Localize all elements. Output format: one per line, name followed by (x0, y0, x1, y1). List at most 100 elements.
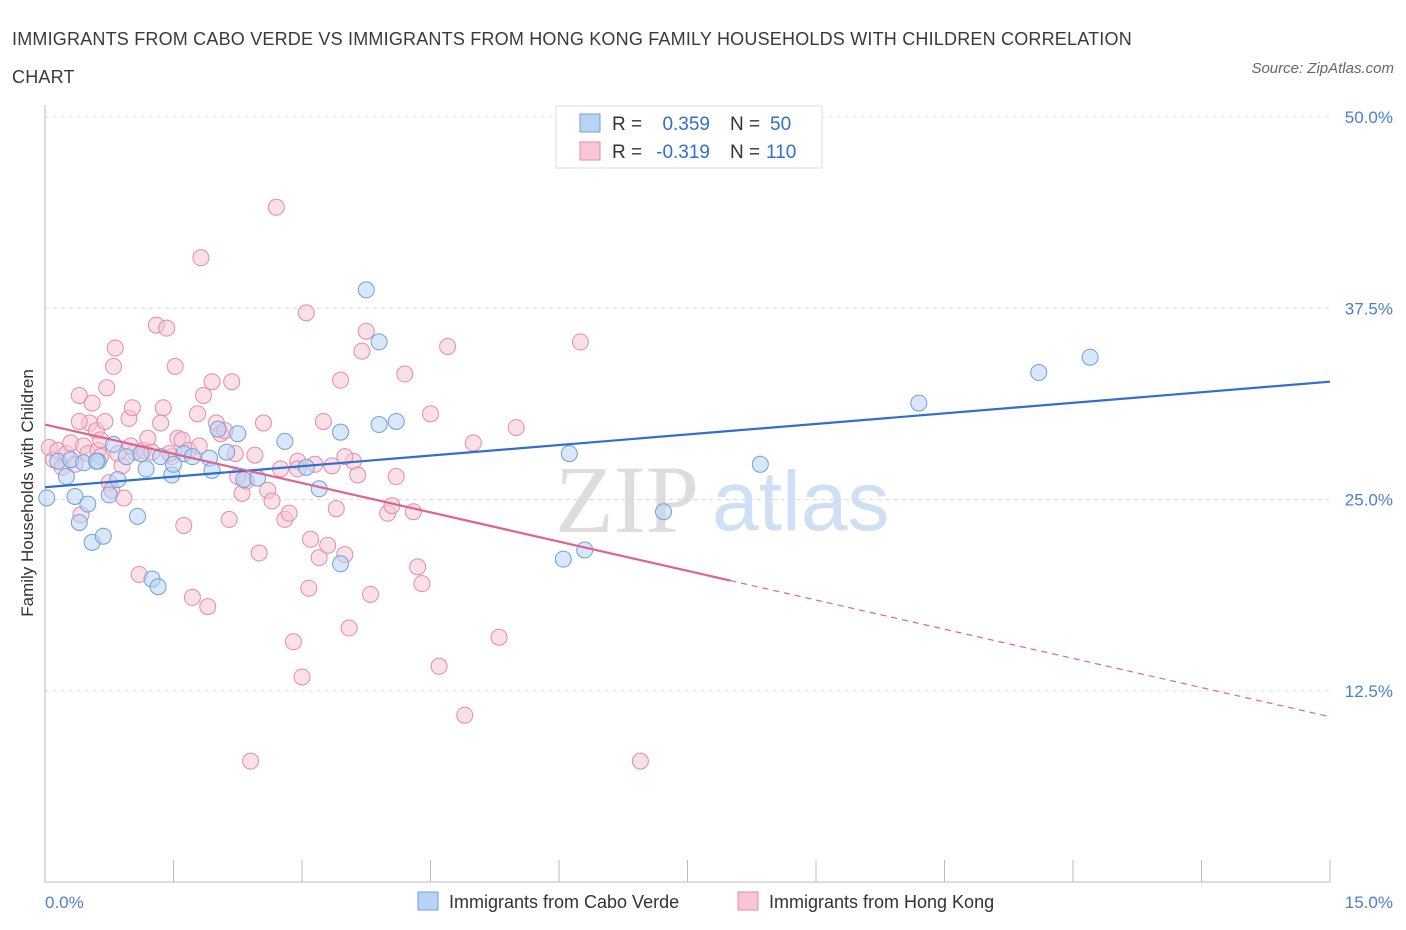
cabo-verde-point-45 (910, 394, 928, 412)
hong-kong-point-85 (362, 585, 380, 603)
cabo-verde-point-40 (554, 550, 572, 568)
y-tick-label-0: 12.5% (1345, 682, 1393, 701)
x-tick-label-1: 15.0% (1345, 893, 1393, 912)
hong-kong-point-58 (250, 544, 268, 562)
cabo-verde-point-49 (165, 455, 182, 473)
hong-kong-point-97 (464, 434, 482, 452)
cabo-verde-point-43 (655, 503, 673, 521)
legend-n-label-cabo-verde: N = (730, 114, 760, 135)
watermark-atlas: atlas (712, 454, 889, 548)
hong-kong-point-24 (115, 489, 133, 507)
hong-kong-point-12 (83, 394, 101, 412)
legend-n-value-cabo-verde: 50 (770, 114, 791, 135)
legend-r-label-hong-kong: R = (612, 142, 642, 163)
cabo-verde-point-38 (370, 416, 388, 434)
legend-n-label-hong-kong: N = (730, 142, 760, 163)
hong-kong-point-99 (507, 419, 525, 437)
hong-kong-point-78 (332, 371, 350, 389)
hong-kong-point-80 (340, 619, 358, 637)
cabo-verde-point-36 (357, 281, 375, 299)
y-tick-label-3: 50.0% (1345, 108, 1393, 127)
cabo-verde-point-47 (1081, 348, 1099, 366)
hong-kong-point-89 (396, 365, 414, 383)
y-tick-labels: 12.5% 25.0% 37.5% 50.0% (1345, 108, 1393, 701)
watermark: ZIP atlas (555, 446, 889, 553)
hong-kong-point-82 (349, 466, 367, 484)
legend-swatch-hong-kong (579, 141, 601, 161)
hong-kong-point-59 (254, 414, 272, 432)
bottom-legend-label-cabo-verde: Immigrants from Cabo Verde (449, 892, 679, 912)
cabo-verde-point-13 (109, 471, 127, 489)
cabo-verde-point-14 (117, 448, 135, 466)
legend-n-value-hong-kong: 110 (766, 142, 796, 163)
chart-title: IMMIGRANTS FROM CABO VERDE VS IMMIGRANTS… (12, 29, 1132, 87)
hong-kong-point-34 (154, 399, 172, 417)
hong-kong-point-83 (353, 342, 371, 360)
hong-kong-point-94 (430, 657, 448, 675)
cabo-verde-point-44 (751, 455, 769, 473)
bottom-legend-swatch-cabo-verde (417, 891, 439, 911)
hong-kong-point-17 (98, 379, 116, 397)
cabo-verde-point-5 (70, 513, 88, 531)
cabo-verde-point-2 (57, 468, 75, 486)
hong-kong-trend-extension (730, 580, 1331, 718)
hong-kong-point-42 (183, 588, 201, 606)
cabo-verde-point-34 (332, 423, 350, 441)
stats-legend: R = 0.359 N = 50 R = -0.319 N = 110 (555, 105, 823, 169)
cabo-verde-point-41 (560, 445, 578, 463)
watermark-zip: ZIP (555, 446, 699, 553)
hong-kong-point-46 (199, 598, 217, 616)
cabo-verde-point-27 (218, 443, 236, 461)
cabo-verde-point-46 (1030, 364, 1048, 382)
hong-kong-point-73 (310, 549, 328, 567)
hong-kong-point-95 (439, 338, 457, 355)
hong-kong-point-70 (300, 579, 318, 597)
hong-kong-point-101 (631, 752, 649, 770)
cabo-verde-point-48 (87, 452, 105, 470)
hong-kong-point-45 (194, 386, 212, 404)
hong-kong-point-98 (490, 628, 508, 646)
legend-r-label-cabo-verde: R = (612, 114, 642, 135)
x-tick-labels: 0.0% 15.0% (45, 893, 1393, 912)
cabo-verde-point-7 (79, 495, 97, 513)
y-tick-label-1: 25.0% (1345, 491, 1393, 510)
hong-kong-point-84 (357, 322, 375, 340)
hong-kong-point-26 (123, 399, 141, 417)
hong-kong-point-37 (166, 357, 184, 375)
x-axis-ticks (44, 860, 1331, 882)
cabo-verde-point-42 (576, 541, 594, 559)
hong-kong-point-51 (220, 510, 238, 528)
cabo-verde-point-17 (137, 460, 155, 478)
trend-lines (44, 380, 1331, 718)
hong-kong-point-62 (267, 198, 285, 216)
source-label: Source: ZipAtlas.com (1251, 60, 1394, 77)
hong-kong-point-75 (319, 536, 337, 554)
hong-kong-point-52 (223, 373, 241, 391)
cabo-verde-point-37 (370, 333, 388, 351)
hong-kong-point-21 (106, 339, 124, 357)
hong-kong-point-76 (323, 457, 341, 475)
cabo-verde-point-19 (149, 578, 167, 596)
hong-kong-point-88 (387, 468, 405, 486)
hong-kong-point-56 (242, 752, 260, 770)
hong-kong-point-69 (297, 304, 315, 322)
cabo-verde-point-35 (332, 555, 350, 573)
hong-kong-point-35 (158, 319, 176, 337)
hong-kong-point-93 (422, 405, 439, 423)
hong-kong-point-92 (413, 575, 431, 593)
hong-kong-point-74 (314, 412, 332, 430)
bottom-legend-label-hong-kong: Immigrants from Hong Kong (769, 892, 994, 912)
bottom-legend-swatch-hong-kong (737, 891, 759, 911)
hong-kong-point-57 (246, 446, 264, 464)
legend-swatch-cabo-verde (579, 113, 601, 133)
hong-kong-point-33 (152, 414, 170, 432)
x-tick-label-0: 0.0% (45, 893, 84, 912)
hong-kong-point-44 (192, 249, 210, 267)
hong-kong-point-43 (188, 405, 206, 423)
hong-kong-point-7 (70, 386, 88, 404)
hong-kong-point-71 (302, 530, 320, 548)
hong-kong-point-16 (96, 412, 114, 430)
hong-kong-point-104 (70, 412, 88, 430)
hong-kong-point-91 (409, 558, 427, 576)
